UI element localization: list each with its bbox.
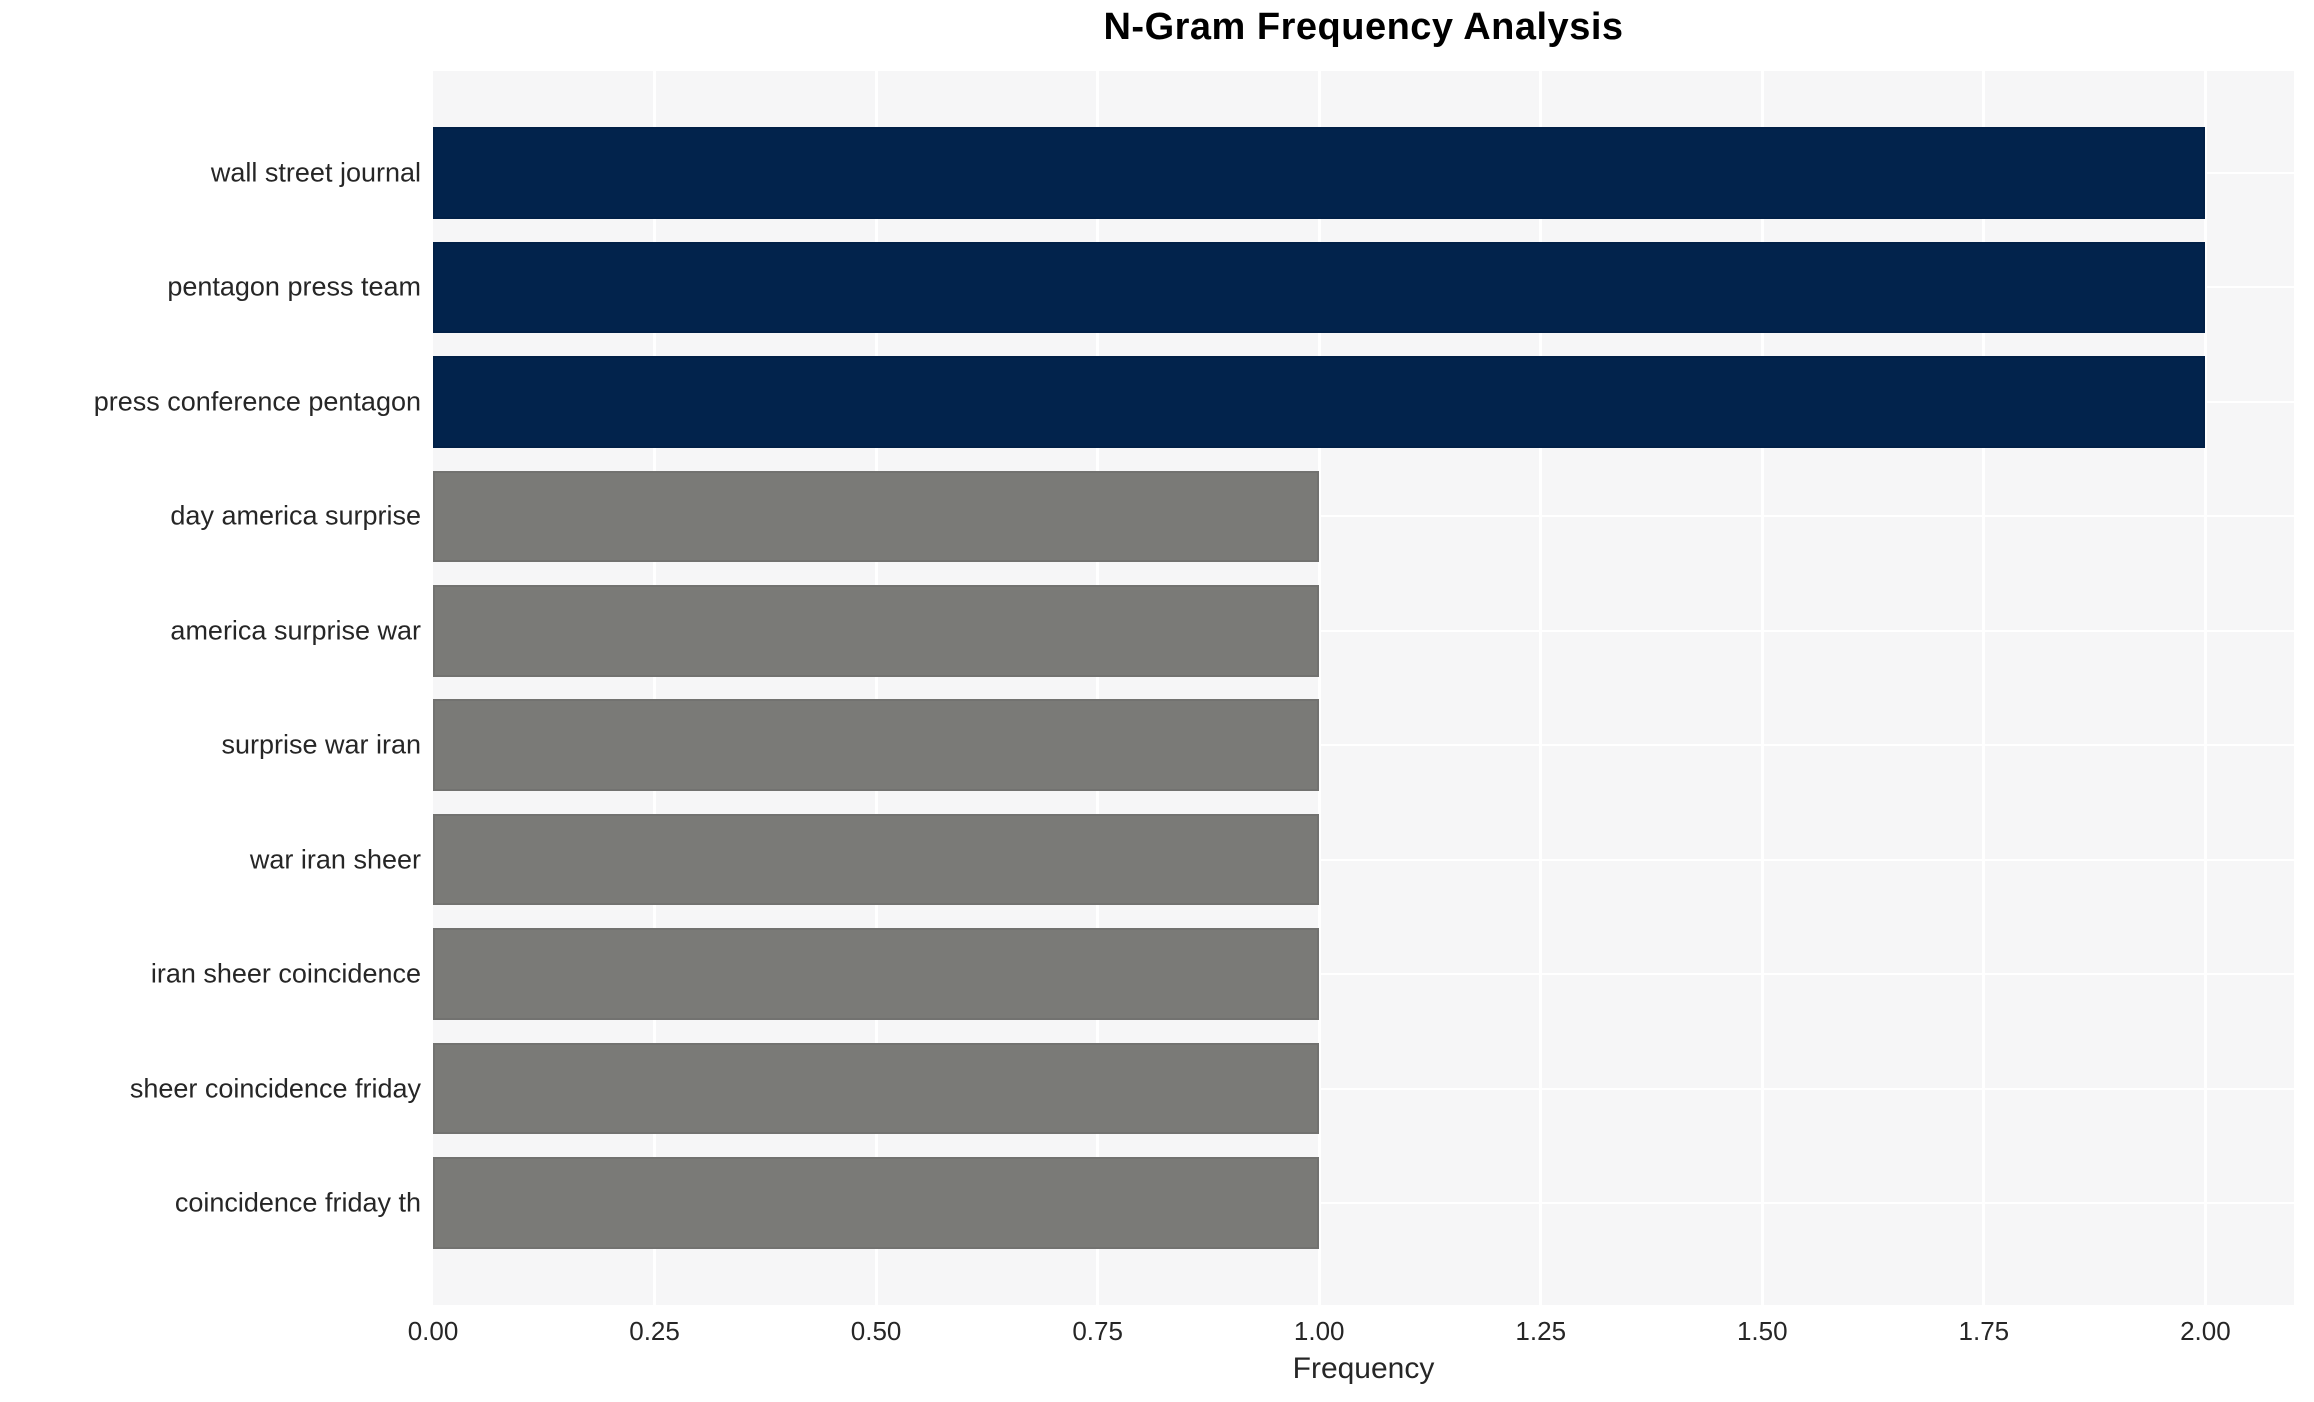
category-label: war iran sheer: [249, 844, 421, 875]
vertical-gridline: [1982, 71, 1986, 1305]
category-label: press conference pentagon: [93, 386, 421, 417]
frequency-bar: [433, 584, 1320, 677]
vertical-gridline: [1539, 71, 1543, 1305]
frequency-bar: [433, 356, 2206, 448]
vertical-gridline: [1317, 71, 1321, 1305]
x-tick-label: 1.50: [1736, 1316, 1788, 1346]
x-tick-label: 1.25: [1515, 1316, 1567, 1346]
vertical-gridline: [653, 71, 657, 1305]
vertical-gridline: [1760, 71, 1764, 1305]
category-label: coincidence friday th: [174, 1187, 421, 1218]
category-label: day america surprise: [170, 500, 421, 531]
horizontal-gridline: [433, 973, 2294, 976]
horizontal-gridline: [433, 515, 2294, 518]
x-tick-label: 0.25: [629, 1316, 680, 1346]
category-label: pentagon press team: [167, 271, 421, 302]
horizontal-gridline: [433, 858, 2294, 861]
horizontal-gridline: [433, 629, 2294, 632]
category-label: wall street journal: [210, 157, 421, 188]
horizontal-gridline: [433, 1202, 2294, 1205]
category-label: surprise war iran: [221, 729, 421, 760]
x-tick-label: 2.00: [2180, 1316, 2231, 1346]
x-tick-label: 1.75: [1958, 1316, 2010, 1346]
x-axis-title: Frequency: [1292, 1352, 1435, 1385]
horizontal-gridline: [433, 1087, 2294, 1090]
frequency-bar: [433, 928, 1320, 1020]
frequency-bar: [433, 1042, 1320, 1135]
vertical-gridline: [1096, 71, 1100, 1305]
category-label: sheer coincidence friday: [129, 1073, 421, 1104]
horizontal-gridline: [433, 744, 2294, 747]
x-tick-label: 0.75: [1072, 1316, 1123, 1346]
frequency-bar: [433, 241, 2206, 334]
frequency-bar: [433, 813, 1320, 906]
x-tick-label: 0.00: [407, 1316, 459, 1346]
plot-area: [433, 71, 2294, 1305]
x-tick-label: 1.00: [1293, 1316, 1345, 1346]
frequency-bar: [433, 470, 1320, 563]
category-label: iran sheer coincidence: [150, 958, 421, 989]
vertical-gridline: [874, 71, 878, 1305]
vertical-gridline: [2203, 71, 2207, 1305]
chart-title: N-Gram Frequency Analysis: [1103, 6, 1624, 48]
x-tick-label: 0.50: [850, 1316, 902, 1346]
frequency-bar: [433, 699, 1320, 791]
frequency-bar: [433, 127, 2206, 219]
frequency-bar: [433, 1157, 1320, 1249]
category-label: america surprise war: [170, 615, 421, 646]
